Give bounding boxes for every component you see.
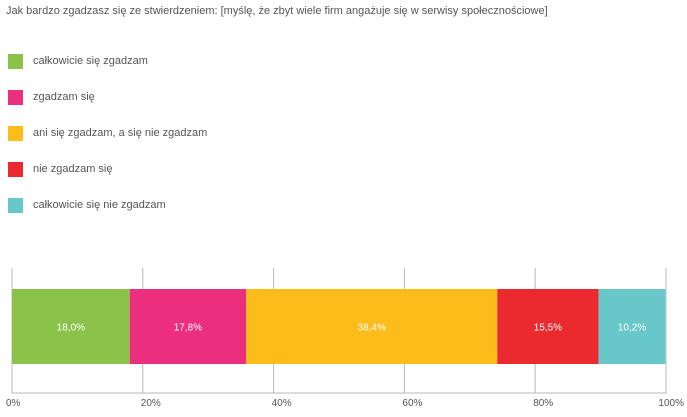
data-label: 17,8% (174, 323, 202, 334)
x-tick-label: 80% (533, 398, 553, 409)
data-label: 10,2% (618, 323, 646, 334)
x-tick-label: 40% (272, 398, 292, 409)
x-tick-label: 60% (402, 398, 422, 409)
data-label: 38,4% (358, 323, 386, 334)
legend-swatch (8, 54, 23, 69)
legend-label: zgadzam się (33, 91, 95, 103)
data-label: 18,0% (57, 323, 85, 334)
legend-label: całkowicie się nie zgadzam (33, 199, 166, 211)
legend-swatch (8, 162, 23, 177)
bar-segment (12, 289, 130, 364)
legend-swatch (8, 90, 23, 105)
x-tick-label: 0% (6, 398, 21, 409)
bar-segment (129, 289, 247, 364)
legend-label: ani się zgadzam, a się nie zgadzam (33, 127, 208, 139)
bar-segment (598, 289, 666, 364)
bar-segment (497, 289, 599, 364)
legend-swatch (8, 198, 23, 213)
legend-label: całkowicie się zgadzam (33, 55, 148, 67)
legend-label: nie zgadzam się (33, 163, 113, 175)
chart-title: Jak bardzo zgadzasz się ze stwierdzeniem… (6, 5, 548, 17)
bar-segment (246, 289, 498, 364)
x-tick-label: 20% (141, 398, 161, 409)
data-label: 15,5% (534, 323, 562, 334)
x-tick-label: 100% (658, 398, 684, 409)
legend-swatch (8, 126, 23, 141)
